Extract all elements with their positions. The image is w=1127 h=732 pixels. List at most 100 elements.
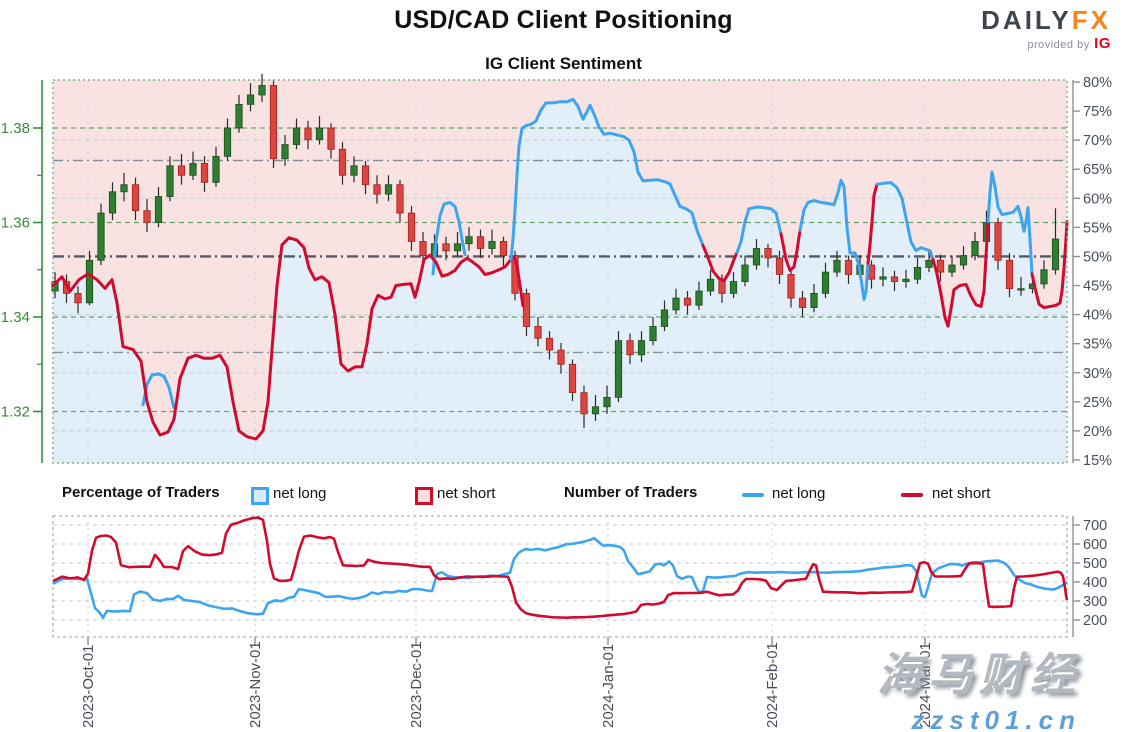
candle-up (649, 326, 657, 342)
candle-up (189, 163, 197, 176)
candle-up (879, 276, 887, 280)
candle-up (971, 240, 979, 256)
pct-axis-label: 30% (1083, 366, 1112, 382)
sentiment-fill-blue (53, 99, 1067, 464)
candle-down (200, 163, 209, 183)
top-plot-border (52, 79, 1068, 464)
date-label: 2024-Jan-01 (600, 644, 617, 728)
count-axis-label: 700 (1083, 518, 1107, 534)
legend-num-net-short: net short (932, 485, 991, 502)
candle-up (1051, 238, 1060, 271)
candle-up (1017, 288, 1025, 291)
candle-up (258, 85, 266, 96)
candle-down (327, 127, 335, 150)
net-long-pct-line (509, 97, 705, 261)
candle-up (948, 264, 956, 273)
candle-up (741, 264, 749, 282)
date-label: 2023-Oct-01 (80, 645, 97, 728)
dailyfx-logo: DAILYFX provided by IG (981, 6, 1111, 52)
candle-up (810, 292, 818, 308)
candle-up (913, 266, 922, 280)
net-long-pct-line (141, 372, 176, 410)
count-axis-label: 300 (1083, 594, 1107, 610)
candle-down (476, 236, 485, 249)
candle-up (120, 184, 128, 193)
candle-up (465, 236, 473, 245)
candle-down (936, 259, 945, 273)
candle-up (925, 259, 933, 268)
legend-pct-net-short: net short (437, 485, 496, 502)
net-short-pct-line (51, 236, 513, 441)
net-long-pct-line (431, 200, 467, 276)
candle-up (292, 127, 301, 145)
candle-up (672, 297, 680, 311)
candle-up (212, 155, 220, 183)
candle-up (154, 196, 163, 223)
candle-up (85, 259, 94, 304)
price-axis-label: 1.32 (1, 404, 30, 421)
net-long-pct-line (986, 170, 1034, 276)
candle-up (591, 406, 600, 415)
candle-down (787, 274, 795, 299)
sentiment-fill-pink (53, 80, 1067, 439)
candle-down (74, 292, 82, 304)
pct-axis-label: 50% (1083, 249, 1112, 265)
candle-down (304, 127, 312, 141)
pct-net-long-swatch-icon (251, 487, 269, 505)
net-long-pct-line (798, 178, 870, 301)
pct-axis-label: 70% (1083, 133, 1112, 149)
candle-up (166, 165, 174, 197)
chart-subtitle: IG Client Sentiment (485, 54, 642, 73)
candle-up (660, 309, 669, 327)
candle-down (1005, 259, 1014, 290)
pct-net-short-swatch-icon (415, 487, 433, 505)
net-short-pct-line (509, 255, 525, 308)
date-label: 2023-Nov-01 (247, 641, 264, 728)
candle-down (867, 264, 876, 280)
pct-axis-label: 65% (1083, 162, 1112, 178)
candle-up (729, 281, 738, 294)
pct-axis-label: 40% (1083, 308, 1112, 324)
candle-up (223, 127, 232, 157)
num-net-long-line-icon (742, 493, 764, 497)
net-long-pct-line (875, 181, 935, 261)
dailyfx-wordmark: DAILYFX (981, 6, 1111, 35)
candle-up (235, 103, 243, 129)
page-title: USD/CAD Client Positioning (394, 6, 733, 34)
candle-up (108, 191, 117, 214)
pct-axis-label: 15% (1083, 453, 1112, 469)
candle-up (959, 255, 968, 266)
candle-down (580, 392, 588, 415)
candle-down (764, 248, 772, 259)
candle-down (994, 222, 1002, 261)
pct-axis-label: 20% (1083, 424, 1112, 440)
pct-axis-label: 35% (1083, 337, 1112, 353)
pct-axis-label: 55% (1083, 220, 1112, 236)
watermark-url: zzst01.cn (911, 705, 1081, 732)
legend-num-net-long: net long (772, 485, 826, 502)
candle-up (752, 248, 761, 266)
candle-down (131, 184, 140, 212)
price-axis-label: 1.36 (1, 215, 30, 232)
candle-down (373, 184, 381, 195)
candle-up (821, 271, 830, 294)
candle-down (442, 243, 450, 252)
price-axis-label: 1.34 (1, 309, 30, 326)
candle-up (488, 240, 496, 249)
candle-up (350, 165, 358, 176)
candle-down (545, 337, 554, 351)
candle-down (361, 165, 370, 186)
brand-daily: DAILY (981, 5, 1072, 35)
candle-up (637, 340, 646, 356)
candle-up (695, 290, 703, 306)
candle-up (614, 340, 623, 398)
price-axis-label: 1.38 (1, 120, 30, 137)
candle-down (844, 259, 853, 275)
candle-down (683, 297, 692, 306)
count-axis-label: 200 (1083, 613, 1107, 629)
pct-axis-label: 60% (1083, 191, 1112, 207)
candle-up (97, 212, 105, 261)
candle-up (603, 396, 611, 408)
candle-down (534, 326, 542, 339)
